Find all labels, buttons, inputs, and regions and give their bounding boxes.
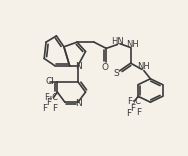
- Text: F: F: [136, 108, 141, 117]
- Text: N: N: [75, 99, 81, 108]
- Text: F: F: [130, 104, 135, 112]
- Text: F: F: [42, 104, 48, 113]
- Text: S: S: [113, 69, 119, 78]
- Text: Cl: Cl: [46, 77, 55, 86]
- Text: F₃C: F₃C: [127, 97, 141, 106]
- Text: HN: HN: [111, 37, 124, 46]
- Text: F: F: [52, 104, 57, 113]
- Text: F: F: [126, 109, 131, 118]
- Text: NH: NH: [126, 40, 139, 49]
- Text: F₃C: F₃C: [44, 93, 58, 102]
- Text: O: O: [101, 63, 108, 72]
- Text: N: N: [75, 62, 81, 71]
- Text: F: F: [46, 98, 52, 107]
- Text: NH: NH: [137, 62, 150, 71]
